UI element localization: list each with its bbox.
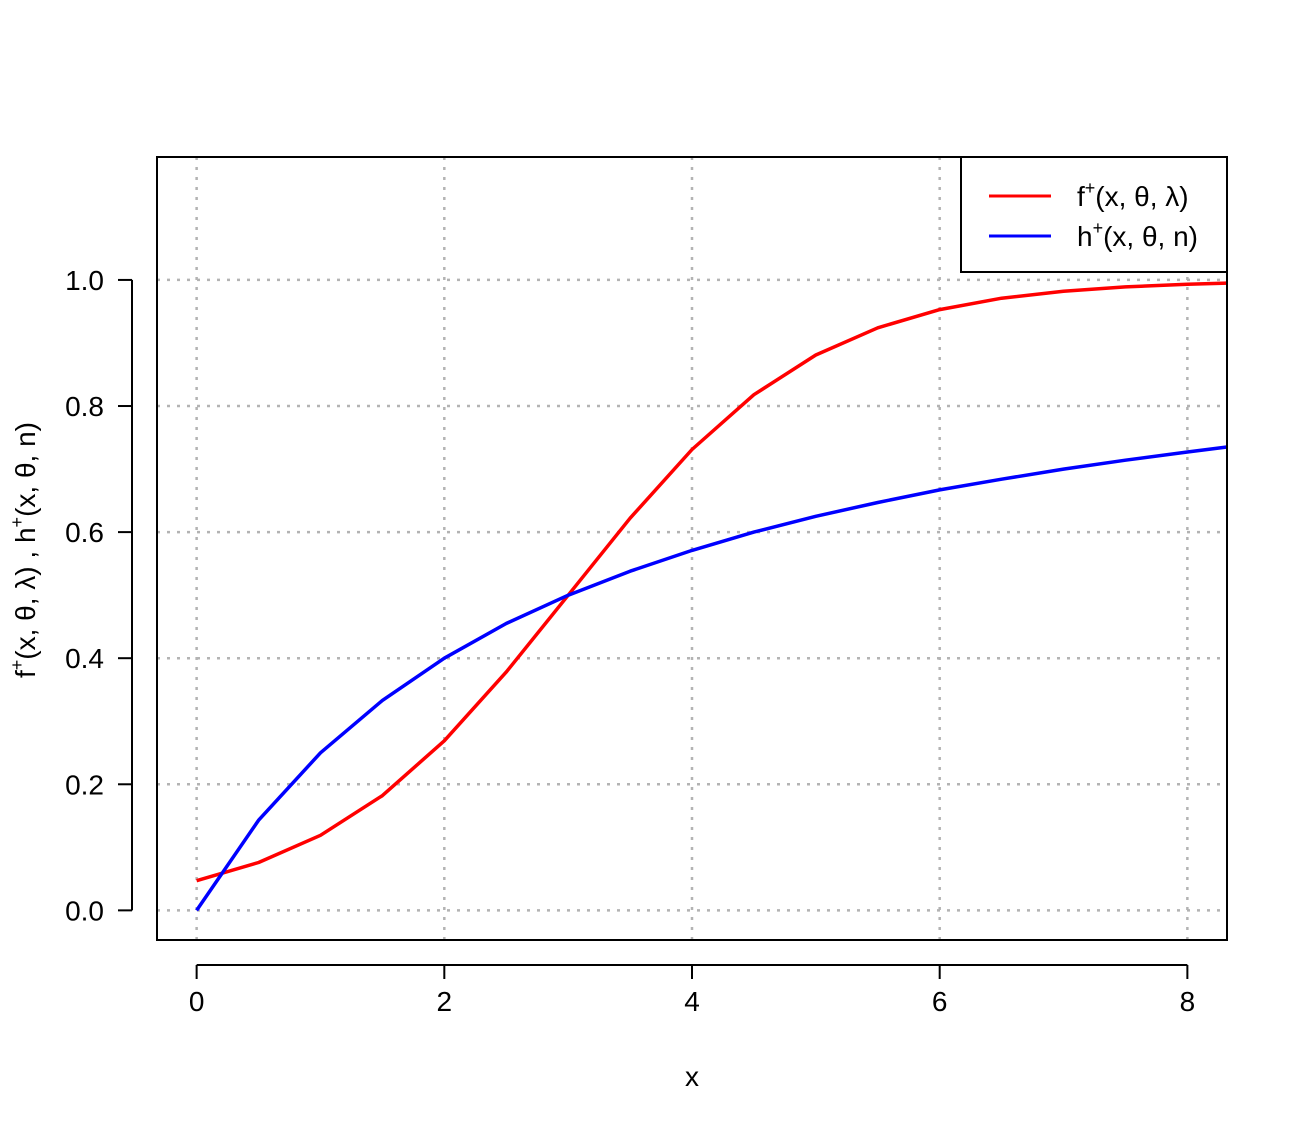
legend-box [960,156,1228,273]
y-tick-label-4: 0.8 [65,391,104,422]
x-axis-label: x [685,1061,699,1092]
x-tick-label-1: 2 [437,986,453,1017]
legend-label-h: h+(x, θ, n) [1077,218,1198,252]
y-tick-label-1: 0.2 [65,769,104,800]
x-tick-label-4: 8 [1180,986,1196,1017]
x-tick-label-0: 0 [189,986,205,1017]
y-axis: 0.0 0.2 0.4 0.6 0.8 1.0 [65,265,133,926]
x-tick-label-2: 4 [684,986,700,1017]
plot-frame [156,156,1228,941]
legend: f+(x, θ, λ) h+(x, θ, n) [960,156,1228,273]
y-tick-label-0: 0.0 [65,895,104,926]
series-layer [195,281,1228,912]
series-line-f [196,281,1228,883]
y-tick-label-5: 1.0 [65,265,104,296]
y-tick-label-2: 0.4 [65,643,104,674]
x-tick-label-3: 6 [932,986,948,1017]
series-line-h [195,445,1228,912]
y-tick-label-3: 0.6 [65,517,104,548]
grid [157,157,1227,940]
y-axis-label: f+(x, θ, λ) , h+(x, θ, n) [7,422,41,678]
legend-label-f: f+(x, θ, λ) [1077,178,1189,212]
x-axis: 0 2 4 6 8 [189,964,1196,1017]
